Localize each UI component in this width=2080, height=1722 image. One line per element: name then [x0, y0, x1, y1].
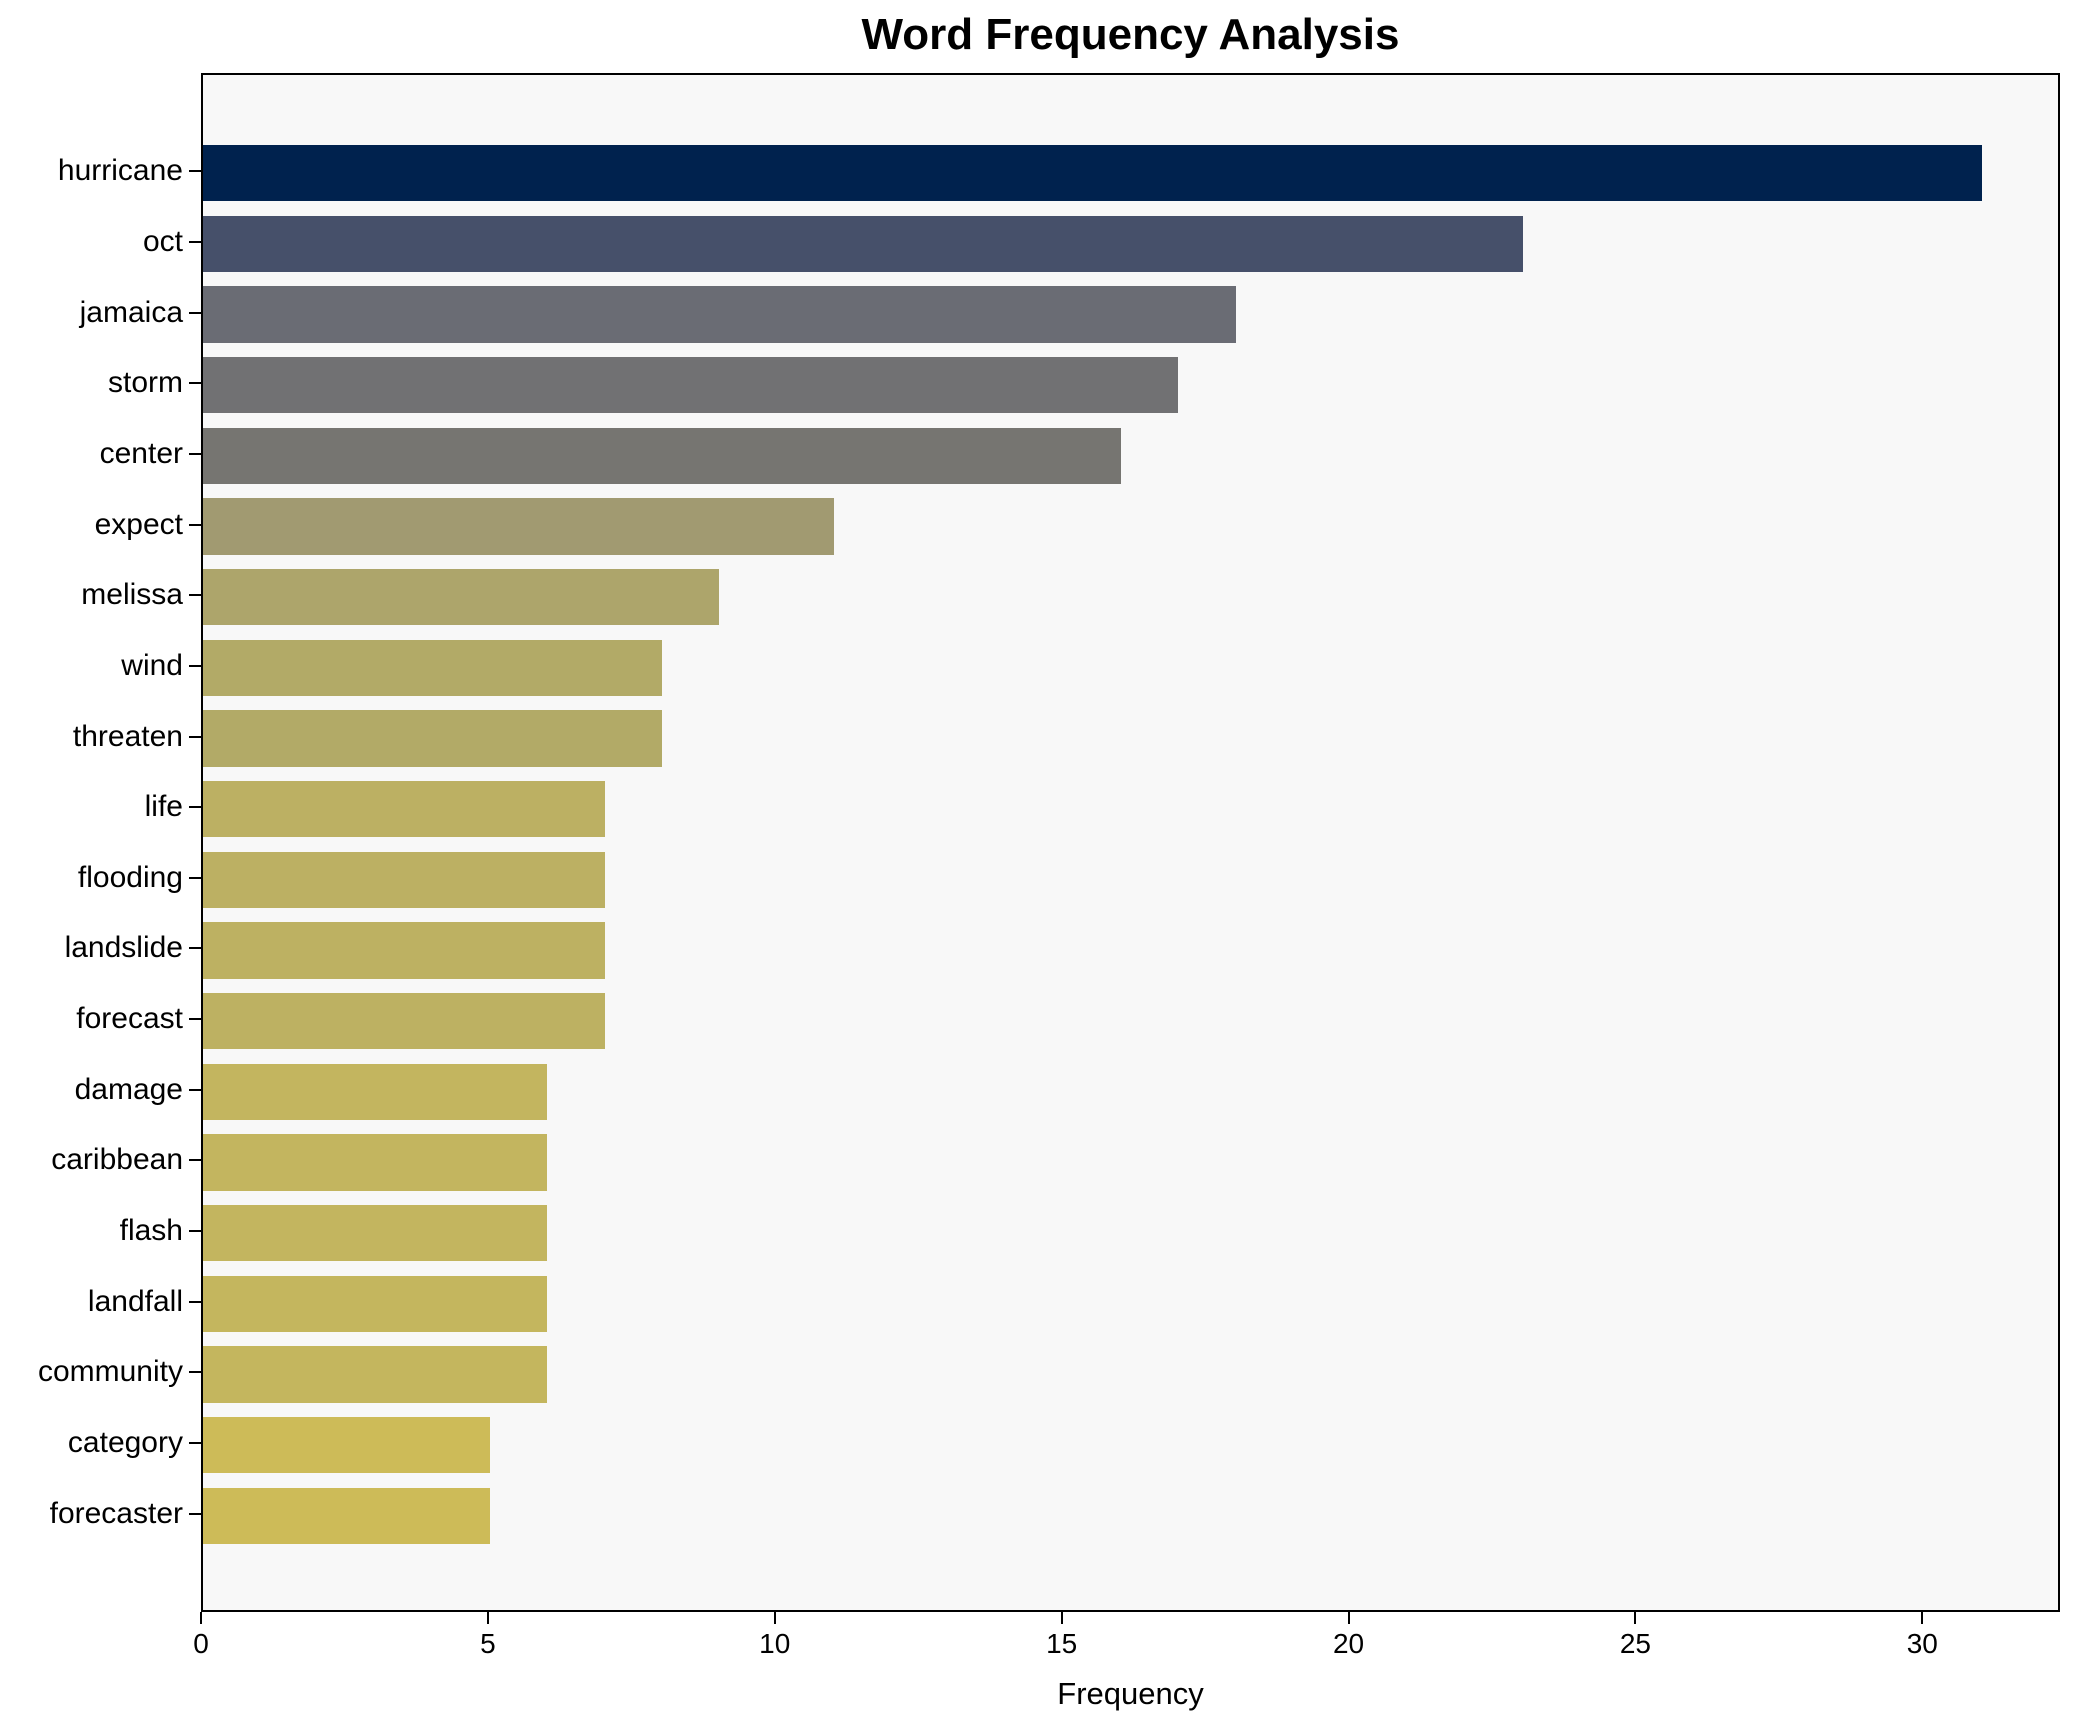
y-tick-label-threaten: threaten	[72, 719, 183, 753]
x-tick-mark	[1060, 1612, 1063, 1624]
y-tick-label-flash: flash	[119, 1214, 183, 1248]
y-tick-mark	[189, 594, 201, 597]
bar-flooding	[203, 851, 605, 909]
y-tick-mark	[189, 664, 201, 667]
y-tick-label-landslide: landslide	[64, 931, 183, 965]
bar-oct	[203, 215, 1523, 273]
y-tick-mark	[189, 1230, 201, 1233]
x-tick-mark	[486, 1612, 489, 1624]
y-tick-label-center: center	[99, 436, 183, 470]
y-tick-mark	[189, 1159, 201, 1162]
y-tick-mark	[189, 170, 201, 173]
x-tick-label-10: 10	[759, 1628, 791, 1659]
bar-flash	[203, 1204, 548, 1262]
bar-storm	[203, 356, 1179, 414]
y-tick-label-hurricane: hurricane	[57, 154, 183, 188]
x-axis-label: Frequency	[1057, 1676, 1204, 1711]
y-tick-mark	[189, 806, 201, 809]
y-tick-label-jamaica: jamaica	[79, 295, 183, 329]
x-tick-label-15: 15	[1046, 1628, 1078, 1659]
y-tick-mark	[189, 1512, 201, 1515]
y-tick-mark	[189, 311, 201, 314]
x-tick-label-20: 20	[1332, 1628, 1365, 1659]
y-tick-label-forecaster: forecaster	[49, 1496, 183, 1530]
y-tick-label-damage: damage	[74, 1072, 183, 1106]
bar-category	[203, 1416, 490, 1474]
bar-caribbean	[203, 1134, 548, 1191]
x-tick-label-25: 25	[1619, 1628, 1651, 1659]
y-tick-mark	[189, 735, 201, 738]
bar-expect	[203, 498, 835, 555]
bar-forecaster	[203, 1487, 490, 1545]
y-tick-label-storm: storm	[108, 366, 183, 400]
y-tick-label-community: community	[37, 1355, 183, 1389]
y-tick-mark	[189, 382, 201, 385]
y-tick-mark	[189, 1371, 201, 1374]
y-tick-label-landfall: landfall	[87, 1284, 183, 1318]
bar-landfall	[203, 1275, 548, 1333]
y-tick-label-life: life	[144, 790, 183, 824]
x-tick-label-5: 5	[480, 1628, 496, 1659]
x-tick-mark	[1347, 1612, 1350, 1624]
x-tick-mark	[773, 1612, 776, 1624]
chart-title: Word Frequency Analysis	[861, 10, 1400, 59]
y-tick-mark	[189, 1300, 201, 1303]
bar-threaten	[203, 710, 662, 767]
y-tick-mark	[189, 1442, 201, 1445]
bar-forecast	[203, 992, 605, 1050]
y-tick-mark	[189, 240, 201, 243]
bar-community	[203, 1346, 548, 1403]
y-tick-mark	[189, 876, 201, 879]
y-tick-mark	[189, 452, 201, 455]
y-tick-label-forecast: forecast	[76, 1002, 183, 1036]
bar-wind	[203, 639, 662, 697]
x-tick-label-30: 30	[1906, 1628, 1938, 1659]
y-tick-label-flooding: flooding	[77, 860, 183, 894]
plot-area	[201, 73, 2060, 1612]
x-tick-mark	[200, 1612, 202, 1624]
bar-hurricane	[203, 144, 1982, 202]
y-tick-mark	[189, 1088, 201, 1091]
bar-jamaica	[203, 286, 1236, 343]
y-tick-mark	[189, 523, 201, 526]
y-tick-label-category: category	[67, 1426, 183, 1460]
bar-melissa	[203, 568, 720, 626]
bar-damage	[203, 1063, 548, 1121]
y-tick-label-wind: wind	[121, 648, 183, 682]
y-tick-label-melissa: melissa	[81, 578, 183, 612]
y-tick-mark	[189, 947, 201, 950]
x-tick-label-0: 0	[193, 1628, 209, 1659]
y-tick-mark	[189, 1018, 201, 1021]
y-tick-label-caribbean: caribbean	[51, 1143, 183, 1177]
bar-landslide	[203, 922, 605, 979]
bar-center	[203, 427, 1122, 485]
y-tick-label-expect: expect	[94, 507, 183, 541]
bar-life	[203, 780, 605, 838]
x-tick-mark	[1921, 1612, 1924, 1624]
x-tick-mark	[1634, 1612, 1637, 1624]
y-tick-label-oct: oct	[142, 224, 183, 258]
